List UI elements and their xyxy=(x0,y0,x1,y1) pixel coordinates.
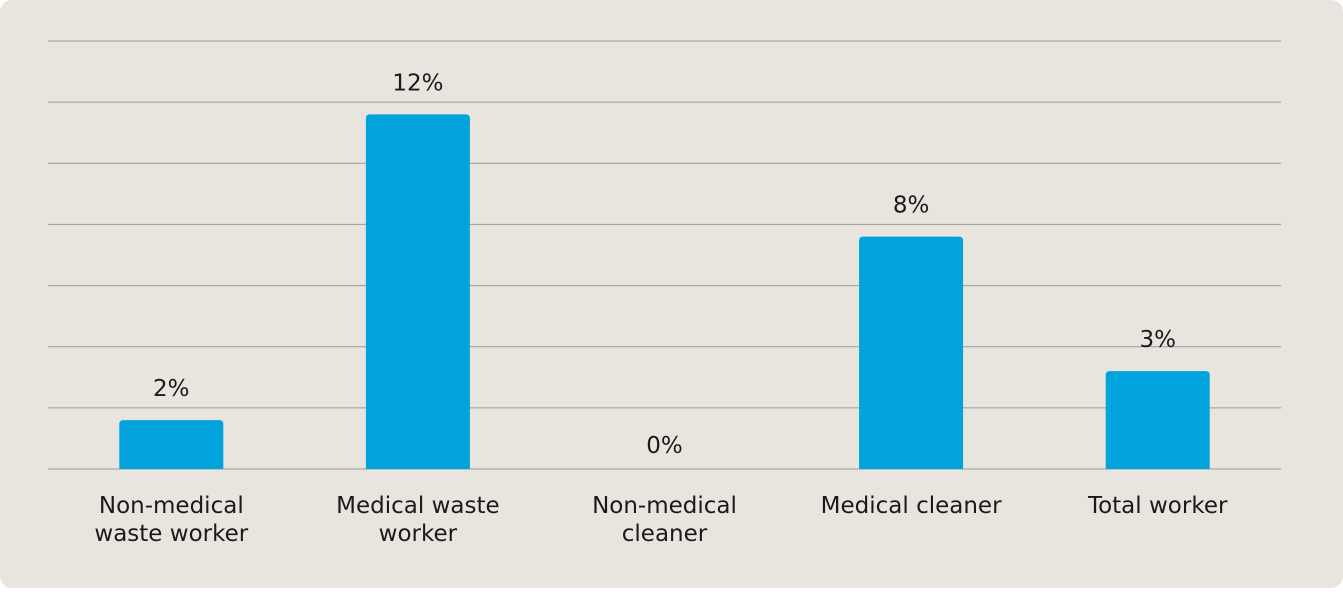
value-label: 2% xyxy=(153,376,190,402)
x-tick-label: Medical cleaner xyxy=(821,493,1002,519)
x-tick-label: Non-medical cleaner xyxy=(592,493,737,547)
bar xyxy=(365,114,470,469)
bar xyxy=(119,420,224,469)
value-label: 3% xyxy=(1139,327,1176,353)
bar xyxy=(859,236,964,469)
x-tick-label: Non-medical waste worker xyxy=(94,493,248,547)
value-label: 12% xyxy=(392,70,443,96)
value-label: 8% xyxy=(893,193,930,219)
value-label: 0% xyxy=(646,433,683,459)
bar xyxy=(1105,371,1210,469)
x-tick-label: Medical waste worker xyxy=(336,493,499,547)
x-tick-label: Total worker xyxy=(1087,493,1228,519)
